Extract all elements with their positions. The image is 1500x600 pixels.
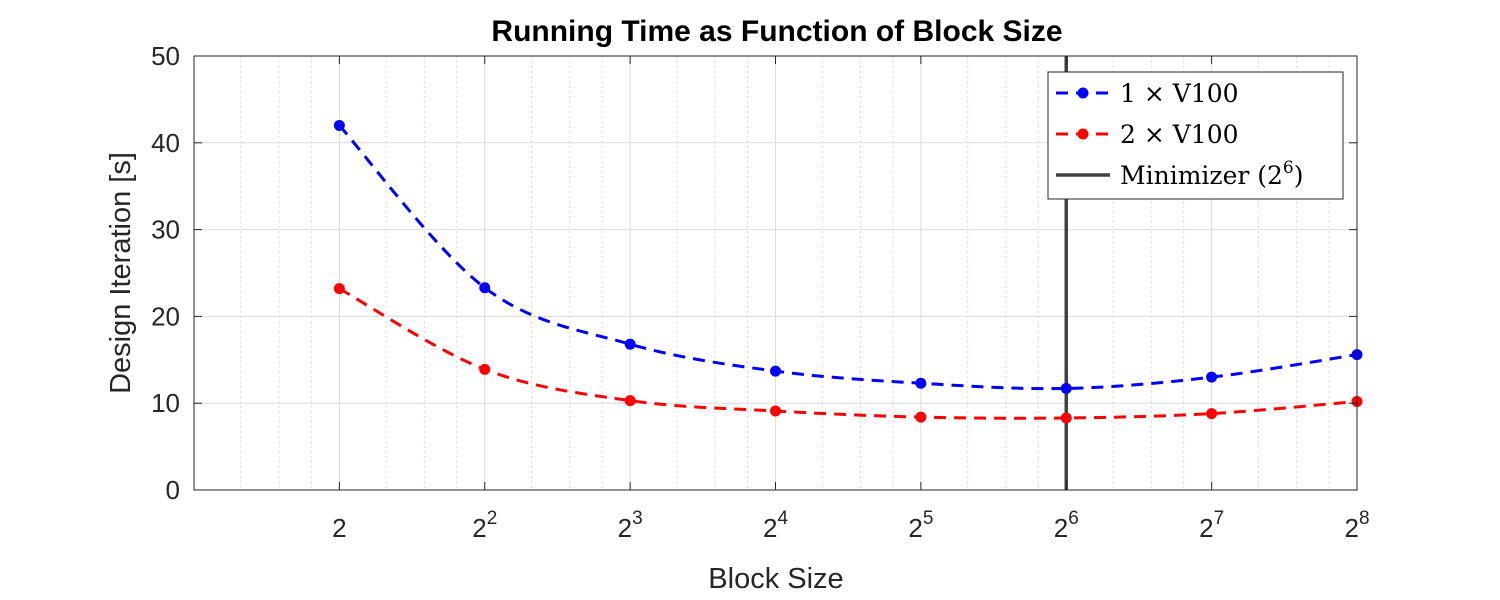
x-tick-label: 28 bbox=[1344, 508, 1369, 543]
y-tick-label: 20 bbox=[151, 301, 180, 331]
y-tick-label: 0 bbox=[166, 475, 180, 505]
y-axis-label: Design Iteration [s] bbox=[105, 152, 137, 394]
y-tick-label: 40 bbox=[151, 128, 180, 158]
legend-label-series-2: 2 × V100 bbox=[1120, 120, 1239, 149]
series-2-line bbox=[338, 287, 1358, 420]
series-2-point bbox=[333, 283, 345, 295]
series-2-point bbox=[770, 405, 781, 417]
series-1-point bbox=[915, 377, 927, 389]
legend-label-minimizer: Minimizer (26) bbox=[1120, 158, 1304, 190]
y-tick-label: 30 bbox=[151, 215, 180, 245]
series-1-point bbox=[770, 365, 781, 377]
series-1-point bbox=[333, 119, 345, 131]
x-axis-label: Block Size bbox=[708, 563, 843, 595]
legend: 1 × V100 2 × V100 Minimizer (26) bbox=[1047, 71, 1344, 200]
y-tick-label: 10 bbox=[151, 388, 180, 418]
series-1-point bbox=[1206, 371, 1218, 383]
grid-layer bbox=[194, 55, 1358, 491]
series-2-point bbox=[479, 363, 491, 375]
y-tick-label: 50 bbox=[151, 41, 180, 71]
series-2-point bbox=[915, 411, 927, 423]
x-tick-label: 23 bbox=[618, 508, 643, 543]
x-tick-label: 25 bbox=[908, 508, 933, 543]
series-2-point bbox=[1060, 412, 1072, 424]
series-2-point bbox=[1206, 408, 1218, 420]
x-tick-label: 2 bbox=[332, 513, 346, 543]
x-tick-label: 22 bbox=[472, 508, 497, 543]
series-2-point bbox=[624, 395, 636, 407]
chart-title: Running Time as Function of Block Size bbox=[491, 15, 1062, 48]
series-1-line bbox=[338, 124, 1358, 391]
legend-marker-series-1 bbox=[1077, 87, 1089, 99]
legend-marker-series-2 bbox=[1077, 128, 1089, 140]
legend-label-series-1: 1 × V100 bbox=[1120, 79, 1239, 108]
x-tick-label: 24 bbox=[763, 508, 788, 543]
x-tick-label: 26 bbox=[1054, 508, 1079, 543]
x-tick-label: 27 bbox=[1199, 508, 1224, 543]
series-1-point bbox=[624, 338, 636, 350]
series-1-point bbox=[479, 282, 491, 294]
series-1-point bbox=[1060, 382, 1072, 394]
